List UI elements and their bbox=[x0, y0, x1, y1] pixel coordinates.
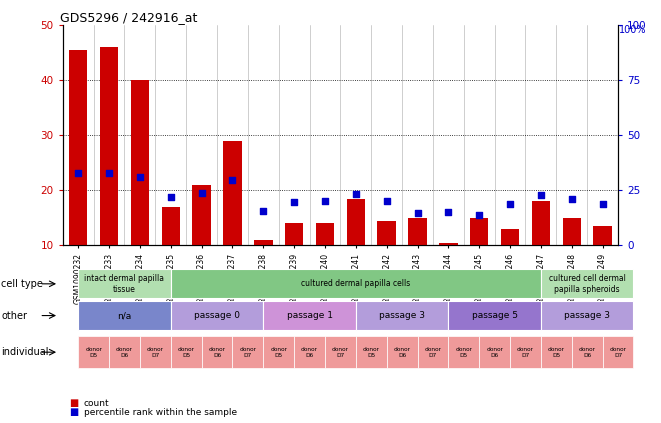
Text: donor
D5: donor D5 bbox=[363, 347, 380, 357]
Text: cultured cell dermal
papilla spheroids: cultured cell dermal papilla spheroids bbox=[549, 274, 625, 294]
Point bbox=[381, 198, 392, 205]
Bar bbox=[531, 201, 550, 245]
Point bbox=[412, 210, 423, 217]
Bar bbox=[285, 223, 303, 245]
Point bbox=[104, 169, 114, 176]
Bar bbox=[131, 80, 149, 245]
Text: donor
D6: donor D6 bbox=[208, 347, 225, 357]
Point bbox=[535, 191, 546, 198]
Text: n/a: n/a bbox=[118, 311, 132, 320]
Text: 100%: 100% bbox=[619, 25, 646, 36]
Text: cell type: cell type bbox=[1, 279, 43, 289]
Point bbox=[505, 200, 516, 207]
Bar bbox=[408, 218, 427, 245]
Point bbox=[320, 198, 330, 205]
Point bbox=[196, 189, 207, 196]
Text: passage 3: passage 3 bbox=[379, 311, 425, 320]
Text: donor
D5: donor D5 bbox=[178, 347, 195, 357]
Bar bbox=[161, 207, 180, 245]
Point bbox=[73, 169, 83, 176]
Text: passage 0: passage 0 bbox=[194, 311, 240, 320]
Text: donor
D6: donor D6 bbox=[393, 347, 410, 357]
Point bbox=[135, 174, 145, 181]
Bar bbox=[439, 243, 457, 245]
Bar bbox=[594, 226, 612, 245]
Bar bbox=[470, 218, 488, 245]
Text: count: count bbox=[84, 398, 110, 408]
Bar bbox=[100, 47, 118, 245]
Point bbox=[350, 190, 361, 197]
Bar bbox=[346, 199, 365, 245]
Text: donor
D6: donor D6 bbox=[578, 347, 596, 357]
Text: donor
D7: donor D7 bbox=[147, 347, 164, 357]
Text: passage 5: passage 5 bbox=[472, 311, 518, 320]
Text: donor
D7: donor D7 bbox=[517, 347, 534, 357]
Text: percentile rank within the sample: percentile rank within the sample bbox=[84, 408, 237, 417]
Point bbox=[598, 200, 608, 207]
Text: individual: individual bbox=[1, 347, 49, 357]
Text: donor
D7: donor D7 bbox=[424, 347, 442, 357]
Text: ■: ■ bbox=[69, 398, 79, 408]
Text: donor
D6: donor D6 bbox=[486, 347, 503, 357]
Point bbox=[566, 196, 577, 203]
Point bbox=[258, 208, 268, 214]
Text: donor
D7: donor D7 bbox=[332, 347, 349, 357]
Bar bbox=[563, 218, 581, 245]
Point bbox=[443, 209, 453, 216]
Text: other: other bbox=[1, 310, 27, 321]
Point bbox=[227, 177, 238, 184]
Bar bbox=[192, 185, 211, 245]
Bar bbox=[69, 50, 87, 245]
Text: donor
D7: donor D7 bbox=[609, 347, 627, 357]
Bar bbox=[501, 229, 520, 245]
Point bbox=[165, 194, 176, 201]
Text: ■: ■ bbox=[69, 407, 79, 418]
Text: cultured dermal papilla cells: cultured dermal papilla cells bbox=[301, 279, 410, 288]
Bar bbox=[377, 221, 396, 245]
Text: intact dermal papilla
tissue: intact dermal papilla tissue bbox=[85, 274, 165, 294]
Text: passage 3: passage 3 bbox=[564, 311, 610, 320]
Bar bbox=[223, 141, 242, 245]
Bar bbox=[254, 240, 272, 245]
Text: GDS5296 / 242916_at: GDS5296 / 242916_at bbox=[60, 11, 198, 24]
Text: donor
D6: donor D6 bbox=[116, 347, 133, 357]
Text: passage 1: passage 1 bbox=[287, 311, 332, 320]
Point bbox=[474, 211, 485, 218]
Text: donor
D5: donor D5 bbox=[85, 347, 102, 357]
Text: donor
D5: donor D5 bbox=[270, 347, 288, 357]
Bar bbox=[316, 223, 334, 245]
Point bbox=[289, 199, 299, 206]
Text: donor
D6: donor D6 bbox=[301, 347, 318, 357]
Text: donor
D5: donor D5 bbox=[455, 347, 473, 357]
Text: donor
D7: donor D7 bbox=[239, 347, 256, 357]
Text: donor
D5: donor D5 bbox=[548, 347, 565, 357]
